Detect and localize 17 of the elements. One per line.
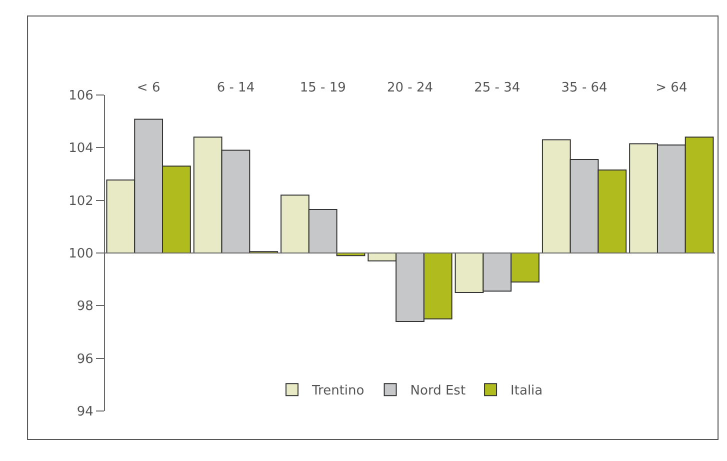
y-tick-label: 94 bbox=[76, 404, 94, 420]
x-tick-label: 25 - 34 bbox=[474, 80, 520, 96]
y-tick-label: 102 bbox=[68, 194, 94, 209]
x-tick-label: < 6 bbox=[136, 80, 160, 96]
legend-label: Nord Est bbox=[410, 384, 466, 399]
x-tick-label: 15 - 19 bbox=[300, 80, 346, 96]
x-tick-label: 20 - 24 bbox=[386, 80, 434, 96]
x-tick-label: 35 - 64 bbox=[561, 80, 608, 96]
y-tick-label: 104 bbox=[68, 141, 94, 156]
legend-label: Trentino bbox=[311, 384, 364, 399]
y-tick-label: 106 bbox=[68, 88, 94, 104]
legend-label: Italia bbox=[510, 384, 543, 399]
x-tick-label: 6 - 14 bbox=[216, 80, 255, 96]
y-tick-label: 98 bbox=[76, 299, 94, 314]
y-tick-label: 100 bbox=[68, 246, 94, 262]
x-tick-label: > 64 bbox=[656, 80, 688, 96]
y-tick-label: 96 bbox=[76, 352, 94, 367]
